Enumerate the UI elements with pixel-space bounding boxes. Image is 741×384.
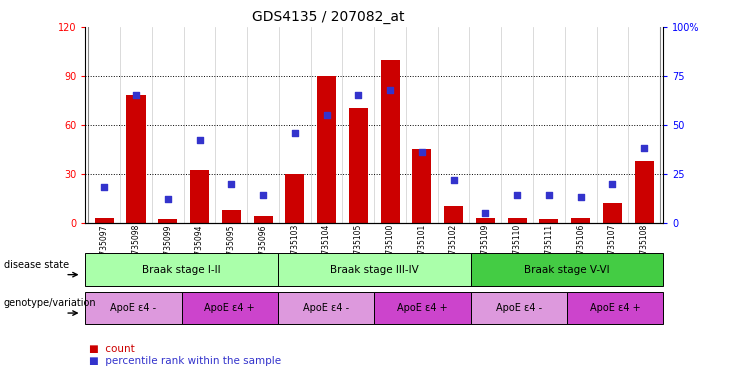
- Bar: [476, 218, 495, 223]
- Point: [638, 145, 650, 151]
- Point: [321, 112, 333, 118]
- Text: Braak stage V-VI: Braak stage V-VI: [524, 265, 610, 275]
- Bar: [317, 76, 336, 223]
- Bar: [381, 60, 399, 223]
- Bar: [571, 218, 590, 223]
- Text: Braak stage III-IV: Braak stage III-IV: [330, 265, 419, 275]
- Bar: [190, 170, 209, 223]
- Point: [257, 192, 269, 199]
- Point: [193, 137, 205, 144]
- Text: ApoE ε4 +: ApoE ε4 +: [205, 303, 255, 313]
- Text: ■  percentile rank within the sample: ■ percentile rank within the sample: [89, 356, 281, 366]
- Text: ApoE ε4 -: ApoE ε4 -: [496, 303, 542, 313]
- Bar: [508, 218, 527, 223]
- Bar: [349, 109, 368, 223]
- Point: [416, 149, 428, 155]
- Point: [384, 86, 396, 93]
- Point: [448, 177, 459, 183]
- Bar: [159, 220, 177, 223]
- Title: GDS4135 / 207082_at: GDS4135 / 207082_at: [252, 10, 405, 25]
- Bar: [253, 216, 273, 223]
- Point: [225, 180, 237, 187]
- Bar: [95, 218, 114, 223]
- Point: [606, 180, 618, 187]
- Point: [575, 194, 587, 200]
- Point: [162, 196, 173, 202]
- Point: [289, 129, 301, 136]
- Bar: [127, 95, 145, 223]
- Bar: [603, 203, 622, 223]
- Point: [353, 92, 365, 98]
- Text: ApoE ε4 +: ApoE ε4 +: [397, 303, 448, 313]
- Point: [99, 184, 110, 190]
- Text: ApoE ε4 -: ApoE ε4 -: [110, 303, 156, 313]
- Bar: [634, 161, 654, 223]
- Text: disease state: disease state: [4, 260, 69, 270]
- Point: [543, 192, 555, 199]
- Point: [479, 210, 491, 216]
- Text: Braak stage I-II: Braak stage I-II: [142, 265, 221, 275]
- Bar: [539, 220, 559, 223]
- Text: ApoE ε4 -: ApoE ε4 -: [303, 303, 349, 313]
- Bar: [444, 207, 463, 223]
- Point: [511, 192, 523, 199]
- Text: genotype/variation: genotype/variation: [4, 298, 96, 308]
- Point: [130, 92, 142, 98]
- Bar: [285, 174, 305, 223]
- Bar: [222, 210, 241, 223]
- Text: ApoE ε4 +: ApoE ε4 +: [590, 303, 640, 313]
- Bar: [412, 149, 431, 223]
- Text: ■  count: ■ count: [89, 344, 135, 354]
